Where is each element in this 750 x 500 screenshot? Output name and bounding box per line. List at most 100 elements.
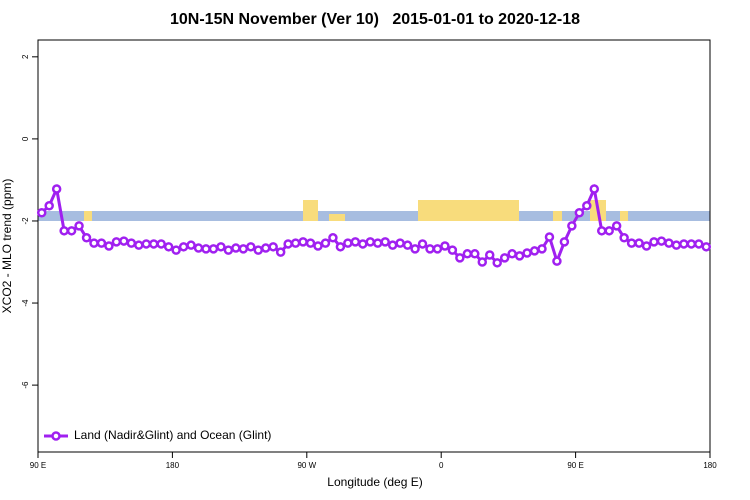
land-ocean-strip <box>38 200 710 221</box>
point <box>134 240 144 250</box>
point <box>372 238 383 248</box>
point <box>275 247 286 257</box>
x-tick-label: 90 W <box>297 461 316 470</box>
point <box>111 237 122 247</box>
point <box>649 237 659 247</box>
point <box>701 242 712 252</box>
point <box>223 245 234 255</box>
point <box>186 240 196 250</box>
point <box>96 238 107 248</box>
y-axis-label: XCO2 - MLO trend (ppm) <box>0 179 14 314</box>
point <box>634 238 644 248</box>
y-tick-label: -2 <box>21 217 30 225</box>
point <box>36 208 47 218</box>
point <box>119 236 129 246</box>
y-tick-label: 2 <box>21 54 30 59</box>
point <box>477 257 488 267</box>
point <box>44 201 54 211</box>
point <box>193 243 204 253</box>
point <box>455 253 465 263</box>
point <box>163 242 174 252</box>
point <box>492 258 502 268</box>
point <box>626 238 637 248</box>
point <box>290 238 301 248</box>
point <box>529 246 540 256</box>
x-axis-label: Longitude (deg E) <box>327 475 422 489</box>
point <box>74 221 84 231</box>
point <box>694 239 704 249</box>
point <box>283 239 293 249</box>
point <box>238 244 249 254</box>
land-patch <box>418 200 519 221</box>
point <box>298 237 308 247</box>
point <box>313 241 323 251</box>
point <box>596 226 607 236</box>
point <box>148 239 159 249</box>
point <box>89 238 99 248</box>
x-tick-label: 0 <box>439 461 444 470</box>
point <box>507 249 517 259</box>
y-tick-label: 0 <box>21 136 30 141</box>
y-tick-label: -6 <box>21 381 30 389</box>
point <box>544 232 555 242</box>
point <box>671 240 682 250</box>
point <box>81 233 92 243</box>
point <box>537 244 547 254</box>
point <box>328 233 338 243</box>
point <box>589 184 600 194</box>
point <box>656 236 667 246</box>
point <box>231 243 241 253</box>
x-tick-label: 90 E <box>30 461 46 470</box>
point <box>484 250 495 260</box>
land-patch <box>553 211 562 221</box>
point <box>208 244 219 254</box>
point <box>246 242 256 252</box>
point <box>604 226 614 236</box>
legend-entry: Land (Nadir&Glint) and Ocean (Glint) <box>44 428 271 442</box>
point <box>462 249 473 259</box>
point <box>104 241 114 251</box>
point <box>320 238 331 248</box>
point <box>395 238 405 248</box>
point <box>387 240 398 250</box>
point <box>470 249 480 259</box>
point <box>425 244 435 254</box>
point <box>171 245 181 255</box>
point <box>253 245 264 255</box>
point <box>559 237 570 247</box>
point <box>499 253 510 263</box>
point <box>66 226 77 236</box>
point <box>305 238 316 248</box>
point <box>417 239 428 249</box>
point <box>268 242 278 252</box>
point <box>611 221 622 231</box>
point <box>679 239 689 249</box>
point <box>582 201 592 211</box>
point <box>335 242 346 252</box>
legend-marker <box>51 431 61 441</box>
point <box>447 245 458 255</box>
point <box>350 237 361 247</box>
x-tick-label: 180 <box>703 461 717 470</box>
series-line <box>40 183 707 266</box>
land-patch <box>620 211 628 221</box>
y-tick-label: -4 <box>21 299 30 307</box>
point <box>59 226 69 236</box>
point <box>619 233 629 243</box>
point <box>343 238 353 248</box>
land-patch <box>303 200 318 221</box>
point <box>141 239 152 249</box>
point <box>552 256 562 266</box>
point <box>216 242 226 252</box>
point <box>410 244 420 254</box>
point <box>522 248 532 258</box>
point <box>380 237 390 247</box>
point <box>641 241 652 251</box>
ocean-band <box>38 211 710 221</box>
point <box>432 244 443 254</box>
chart-title: 10N-15N November (Ver 10) 2015-01-01 to … <box>170 11 580 28</box>
point <box>260 243 271 253</box>
point <box>574 208 585 218</box>
point <box>514 251 525 261</box>
